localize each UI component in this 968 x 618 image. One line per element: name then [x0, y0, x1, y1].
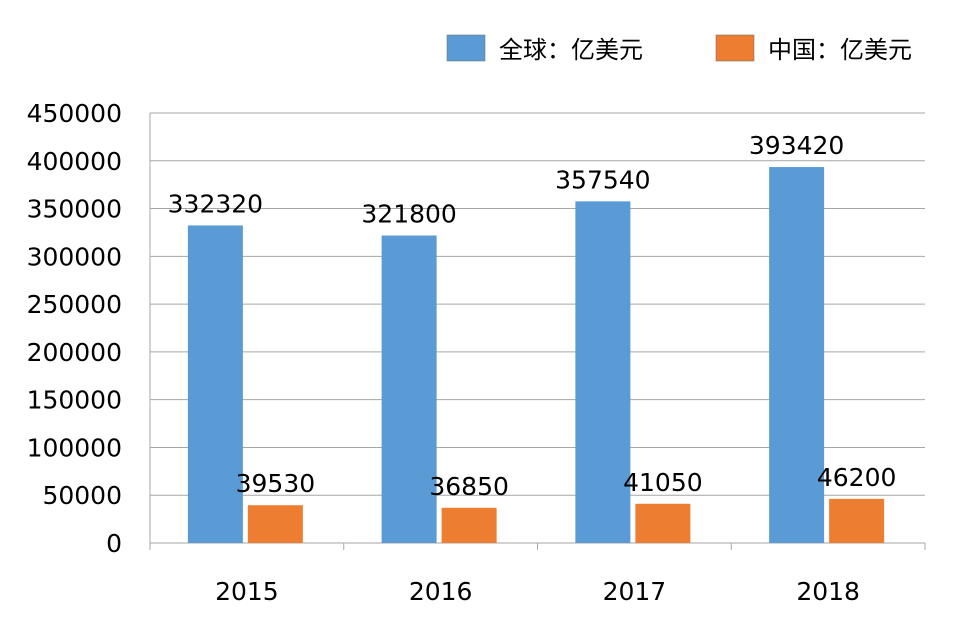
data-label: 393420 [749, 131, 844, 160]
y-tick-label: 150000 [27, 386, 122, 415]
legend-label: 全球：亿美元 [499, 36, 643, 64]
bar [575, 201, 631, 544]
y-tick-label: 300000 [27, 242, 122, 271]
bar [441, 507, 497, 543]
data-label: 321800 [361, 200, 456, 229]
y-tick-label: 450000 [27, 99, 122, 128]
data-label: 357540 [555, 165, 650, 194]
legend-label: 中国：亿美元 [768, 36, 912, 64]
y-tick-label: 0 [106, 529, 122, 558]
bar [769, 167, 825, 543]
x-tick-label: 2018 [796, 577, 860, 606]
bar [187, 225, 243, 544]
data-label: 39530 [236, 469, 316, 498]
y-tick-label: 50000 [42, 481, 122, 510]
data-label: 41050 [623, 468, 703, 497]
y-tick-label: 200000 [27, 338, 122, 367]
x-tick-label: 2016 [409, 577, 473, 606]
data-label: 332320 [168, 189, 263, 218]
bar [381, 235, 437, 543]
y-tick-label: 400000 [27, 147, 122, 176]
data-label: 46200 [817, 463, 897, 492]
legend-swatch [446, 34, 486, 62]
data-label: 36850 [429, 472, 509, 501]
bar [635, 503, 691, 543]
x-tick-label: 2017 [603, 577, 667, 606]
y-tick-label: 100000 [27, 433, 122, 462]
bar [829, 498, 885, 543]
x-tick-label: 2015 [215, 577, 279, 606]
y-tick-label: 250000 [27, 290, 122, 319]
legend-swatch [715, 34, 755, 62]
bar [247, 505, 303, 543]
y-tick-label: 350000 [27, 195, 122, 224]
